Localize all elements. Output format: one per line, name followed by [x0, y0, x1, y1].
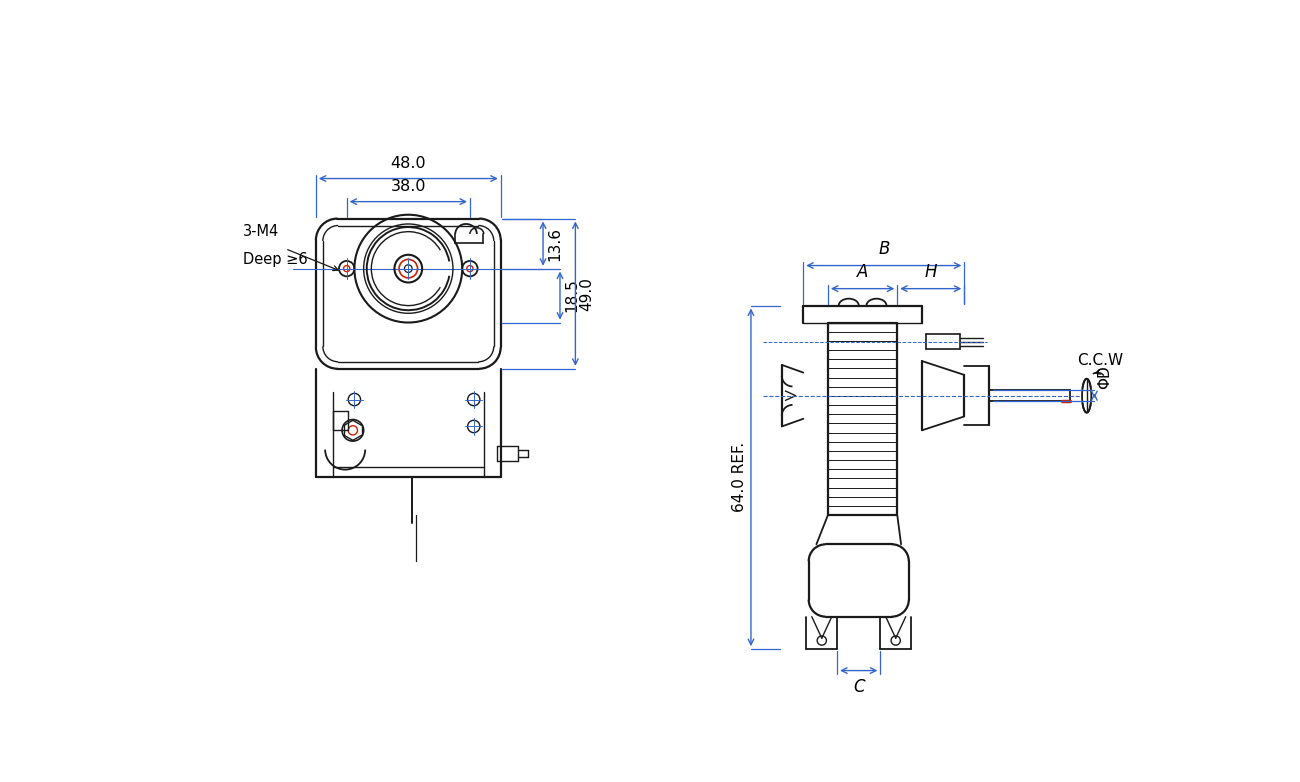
- Text: A: A: [857, 263, 868, 281]
- Text: 3-M4: 3-M4: [243, 224, 280, 239]
- Text: 48.0: 48.0: [390, 156, 426, 170]
- Text: 49.0: 49.0: [580, 277, 594, 310]
- Text: 18.5: 18.5: [564, 278, 579, 313]
- Text: C: C: [853, 678, 865, 696]
- Text: 13.6: 13.6: [547, 227, 562, 260]
- Text: B: B: [878, 240, 889, 258]
- Text: C.C.W: C.C.W: [1078, 353, 1123, 368]
- Text: ΦD: ΦD: [1097, 365, 1113, 389]
- Text: H: H: [924, 263, 937, 281]
- Text: 38.0: 38.0: [390, 179, 426, 194]
- Text: Deep ≥6: Deep ≥6: [243, 252, 307, 267]
- Text: 64.0 REF.: 64.0 REF.: [732, 443, 748, 512]
